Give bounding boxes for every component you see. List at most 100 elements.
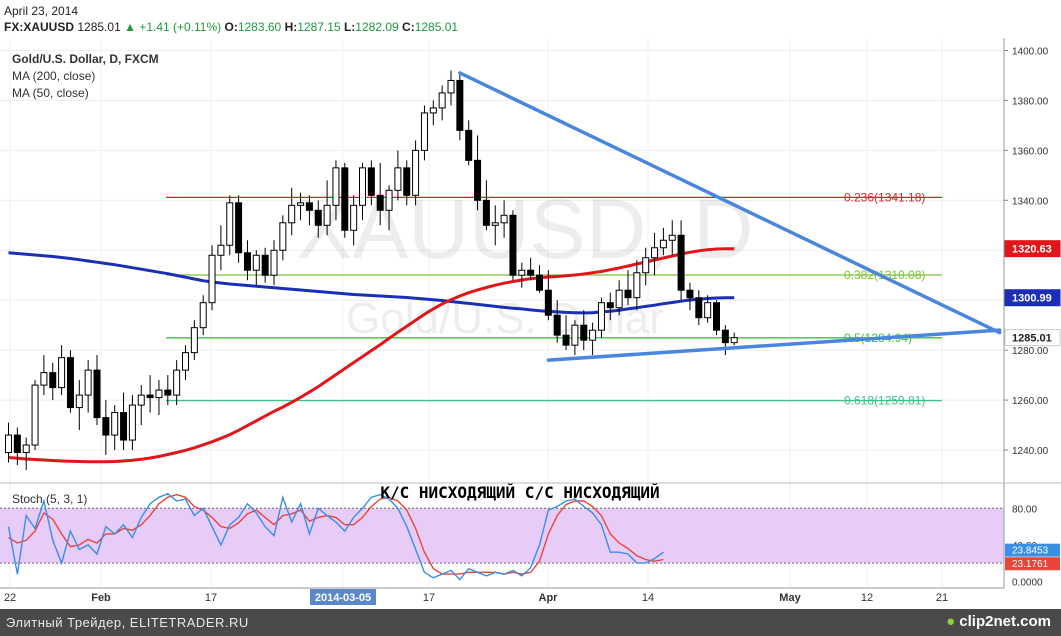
candle-down <box>721 329 729 344</box>
stoch-d-tag: 23.1761 <box>1012 559 1049 570</box>
stoch-tick-label: 0.0000 <box>1012 577 1043 588</box>
candle-up <box>208 254 216 304</box>
y-tick-label: 1280.00 <box>1012 346 1049 357</box>
price-chart[interactable]: XAUUSD, D Gold/U.S. Dollar 0.236(1341.18… <box>0 0 1061 609</box>
candle-down <box>341 167 349 231</box>
quote-line: FX:XAUUSD 1285.01 ▲ +1.41 (+0.11%) O:128… <box>4 20 458 34</box>
candle-up <box>633 272 641 299</box>
trendlines[interactable] <box>458 71 1002 362</box>
candle-down <box>580 324 588 341</box>
candle-up <box>190 327 198 354</box>
resistance-trendline <box>458 71 1002 335</box>
candle-down <box>13 434 21 454</box>
candle-down <box>624 289 632 299</box>
candle-up <box>518 269 526 276</box>
candle-up <box>199 302 207 329</box>
price-tag: 1300.99 <box>1012 293 1052 305</box>
candle-down <box>376 194 384 211</box>
price-tag-bg <box>1004 329 1061 347</box>
candle-up <box>438 92 446 109</box>
candle-up <box>323 204 331 226</box>
candle-up <box>217 244 225 256</box>
candle-up <box>491 222 499 226</box>
candle-up <box>420 112 428 151</box>
candle-up <box>350 204 358 231</box>
candle-down <box>686 289 694 299</box>
candle-up <box>668 234 676 241</box>
footer-source: Элитный Трейдер, ELITETRADER.RU <box>6 615 249 630</box>
x-tick-label: 14 <box>642 592 654 604</box>
candle-down <box>49 372 57 389</box>
ma50-line <box>8 247 735 464</box>
candle-up <box>182 352 189 371</box>
x-tick-label: 17 <box>205 592 217 604</box>
fib-label: 0.236(1341.18) <box>844 190 925 204</box>
open-label: O: <box>224 20 238 34</box>
candle-up <box>75 394 83 409</box>
candle-down <box>102 417 110 436</box>
chart-date: April 23, 2014 <box>4 4 79 18</box>
candle-up <box>571 324 579 346</box>
candle-up <box>31 384 39 446</box>
candle-down <box>509 214 517 276</box>
fib-label: 0.618(1259.81) <box>844 394 925 408</box>
candle-up <box>659 239 667 249</box>
open-value: 1283.60 <box>237 20 282 34</box>
candle-down <box>120 412 128 441</box>
candle-up <box>58 357 66 389</box>
stoch-k-tag: 23.8453 <box>1012 546 1049 557</box>
candle-down <box>314 209 322 226</box>
candle-down <box>164 389 172 396</box>
candle-up <box>40 372 48 386</box>
x-tick-label: 22 <box>4 592 16 604</box>
legend-ma200: MA (200, close) <box>12 69 96 83</box>
candle-down <box>261 254 269 276</box>
stoch-d-tag-bg <box>1005 557 1060 571</box>
candle-down <box>482 199 490 226</box>
candle-up <box>385 189 393 211</box>
low-value: 1282.09 <box>355 20 399 34</box>
low-label: L: <box>343 20 356 34</box>
candle-up <box>22 444 30 454</box>
candle-up <box>279 222 287 251</box>
candle-up <box>429 107 437 114</box>
candle-up <box>270 249 278 276</box>
x-tick-label: Apr <box>539 592 559 604</box>
fibonacci-levels[interactable]: 0.236(1341.18)0.382(1310.08)0.5(1284.94)… <box>166 190 942 408</box>
candle-down <box>66 357 74 409</box>
price-tag: 1320.63 <box>1012 244 1052 256</box>
candle-down <box>553 314 561 336</box>
price-tag: 1285.01 <box>1012 333 1052 345</box>
x-tick-label: 12 <box>861 592 873 604</box>
candle-up <box>615 289 623 309</box>
close-label: C: <box>402 20 415 34</box>
x-tick-label: May <box>779 592 801 604</box>
candle-up <box>297 202 305 206</box>
x-tick-label: 21 <box>936 592 948 604</box>
high-value: 1287.15 <box>297 20 341 34</box>
y-tick-label: 1380.00 <box>1012 96 1049 107</box>
candle-up <box>137 394 145 406</box>
candle-down <box>465 129 473 161</box>
candle-up <box>642 257 650 274</box>
high-label: H: <box>284 20 298 34</box>
y-tick-label: 1260.00 <box>1012 396 1049 407</box>
candle-up <box>252 254 260 271</box>
fib-label: 0.382(1310.08) <box>844 268 925 282</box>
candle-down <box>527 269 535 276</box>
candle-up <box>394 167 402 191</box>
candle-down <box>403 167 411 196</box>
candle-down <box>536 274 543 291</box>
stoch-d-line <box>8 493 664 575</box>
support-trendline <box>546 328 1002 362</box>
candle-up <box>359 167 366 206</box>
legend-ma50: MA (50, close) <box>12 86 89 100</box>
ma200-line <box>8 251 735 315</box>
candle-up <box>447 79 455 94</box>
candle-down <box>93 369 101 419</box>
price-change: ▲ +1.41 (+0.11%) <box>124 20 222 34</box>
candle-up <box>500 214 508 224</box>
legend-title: Gold/U.S. Dollar, D, FXCM <box>12 52 159 66</box>
candle-up <box>412 149 420 196</box>
candle-down <box>146 394 154 399</box>
